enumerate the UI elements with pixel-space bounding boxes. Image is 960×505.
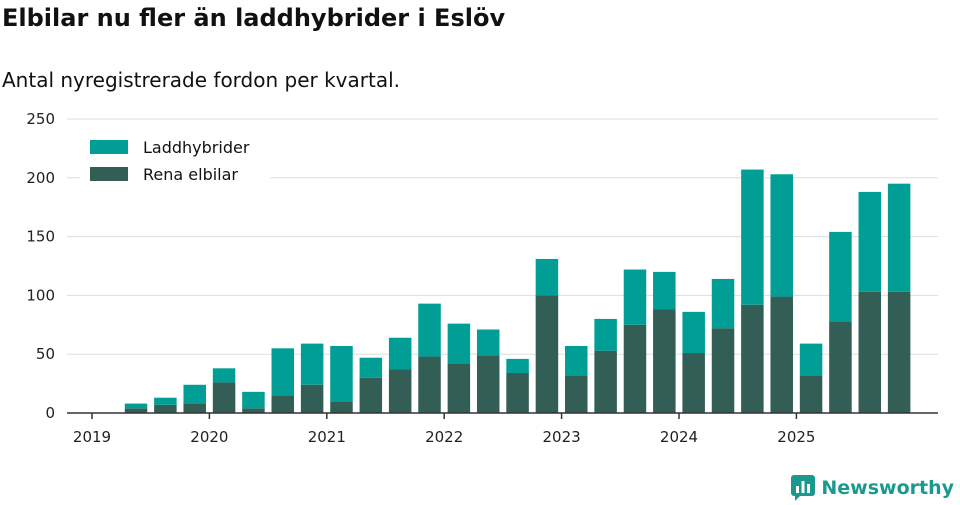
- y-tick-label: 0: [45, 404, 55, 422]
- bar-laddhybrider[interactable]: [447, 323, 471, 364]
- bar-rena-elbilar[interactable]: [653, 309, 676, 413]
- bar-rena-elbilar[interactable]: [770, 296, 793, 413]
- y-tick-label: 150: [26, 228, 55, 246]
- bar-laddhybrider[interactable]: [741, 169, 764, 305]
- newsworthy-logo-icon: [791, 475, 816, 501]
- bar-laddhybrider[interactable]: [887, 183, 911, 292]
- brand-name: Newsworthy: [821, 477, 954, 499]
- bar-laddhybrider[interactable]: [535, 258, 559, 296]
- bar-rena-elbilar[interactable]: [242, 408, 265, 413]
- bar-laddhybrider[interactable]: [770, 174, 793, 297]
- bar-laddhybrider[interactable]: [506, 358, 529, 374]
- bar-laddhybrider[interactable]: [359, 357, 383, 378]
- x-tick-label: 2023: [543, 428, 581, 446]
- chart-subtitle: Antal nyregistrerade fordon per kvartal.: [2, 68, 401, 92]
- bar-rena-elbilar[interactable]: [271, 395, 295, 413]
- bar-rena-elbilar[interactable]: [565, 375, 588, 413]
- chart-title: Elbilar nu fler än laddhybrider i Eslöv: [2, 4, 506, 32]
- brand-logo[interactable]: Newsworthy: [791, 475, 954, 501]
- bar-rena-elbilar[interactable]: [388, 369, 412, 413]
- bar-rena-elbilar[interactable]: [330, 401, 353, 413]
- bar-rena-elbilar[interactable]: [799, 375, 823, 413]
- bar-laddhybrider[interactable]: [330, 345, 353, 402]
- bar-rena-elbilar[interactable]: [300, 384, 324, 413]
- legend-laddhybrider-label[interactable]: Laddhybrider: [143, 138, 250, 157]
- bar-laddhybrider[interactable]: [565, 345, 588, 376]
- y-tick-label: 200: [26, 169, 55, 187]
- bar-laddhybrider[interactable]: [682, 311, 705, 354]
- bar-rena-elbilar[interactable]: [183, 403, 206, 413]
- bar-rena-elbilar[interactable]: [829, 321, 852, 413]
- bar-laddhybrider[interactable]: [271, 348, 295, 396]
- bar-rena-elbilar[interactable]: [711, 328, 735, 413]
- bar-laddhybrider[interactable]: [212, 368, 236, 383]
- bar-laddhybrider[interactable]: [594, 318, 617, 351]
- bar-rena-elbilar[interactable]: [447, 363, 471, 413]
- bar-rena-elbilar[interactable]: [623, 324, 647, 413]
- x-tick-label: 2020: [190, 428, 228, 446]
- bar-laddhybrider[interactable]: [388, 337, 412, 370]
- bar-rena-elbilar[interactable]: [535, 295, 559, 413]
- bar-laddhybrider[interactable]: [242, 391, 265, 409]
- bar-rena-elbilar[interactable]: [359, 377, 383, 413]
- bar-rena-elbilar[interactable]: [124, 408, 148, 413]
- bar-laddhybrider[interactable]: [183, 384, 206, 404]
- bar-laddhybrider[interactable]: [711, 278, 735, 329]
- stacked-bar-chart: 0 50 100 150 200 250 2019 2020 2021 2022 2023 2024 2…: [26, 110, 938, 446]
- bar-laddhybrider[interactable]: [799, 343, 823, 376]
- bar-rena-elbilar[interactable]: [858, 291, 882, 413]
- bar-rena-elbilar[interactable]: [418, 356, 441, 413]
- x-tick-label: 2022: [425, 428, 463, 446]
- y-tick-label: 250: [26, 110, 55, 128]
- x-tick-label: 2019: [73, 428, 111, 446]
- x-tick-label: 2024: [660, 428, 698, 446]
- bar-rena-elbilar[interactable]: [212, 382, 236, 413]
- y-tick-label: 50: [36, 345, 55, 363]
- bar-laddhybrider[interactable]: [829, 231, 852, 322]
- bar-laddhybrider[interactable]: [653, 271, 676, 310]
- bar-laddhybrider[interactable]: [858, 191, 882, 292]
- x-tick-label: 2021: [308, 428, 346, 446]
- bar-rena-elbilar[interactable]: [594, 350, 617, 413]
- bar-laddhybrider[interactable]: [418, 303, 441, 357]
- bar-rena-elbilar[interactable]: [476, 355, 500, 413]
- y-tick-label: 100: [26, 286, 55, 304]
- bar-rena-elbilar[interactable]: [741, 304, 764, 413]
- legend-laddhybrider-swatch: [90, 140, 128, 154]
- bar-rena-elbilar[interactable]: [682, 353, 705, 413]
- legend-rena-elbilar-label[interactable]: Rena elbilar: [143, 165, 238, 184]
- bar-laddhybrider[interactable]: [300, 343, 324, 385]
- bar-rena-elbilar[interactable]: [506, 373, 529, 413]
- x-tick-label: 2025: [777, 428, 815, 446]
- bar-rena-elbilar[interactable]: [154, 404, 177, 413]
- bar-laddhybrider[interactable]: [623, 269, 647, 325]
- bar-laddhybrider[interactable]: [124, 403, 148, 409]
- legend-rena-elbilar-swatch: [90, 167, 128, 181]
- bar-rena-elbilar[interactable]: [887, 291, 911, 413]
- bar-laddhybrider[interactable]: [154, 397, 177, 405]
- bar-laddhybrider[interactable]: [476, 329, 500, 356]
